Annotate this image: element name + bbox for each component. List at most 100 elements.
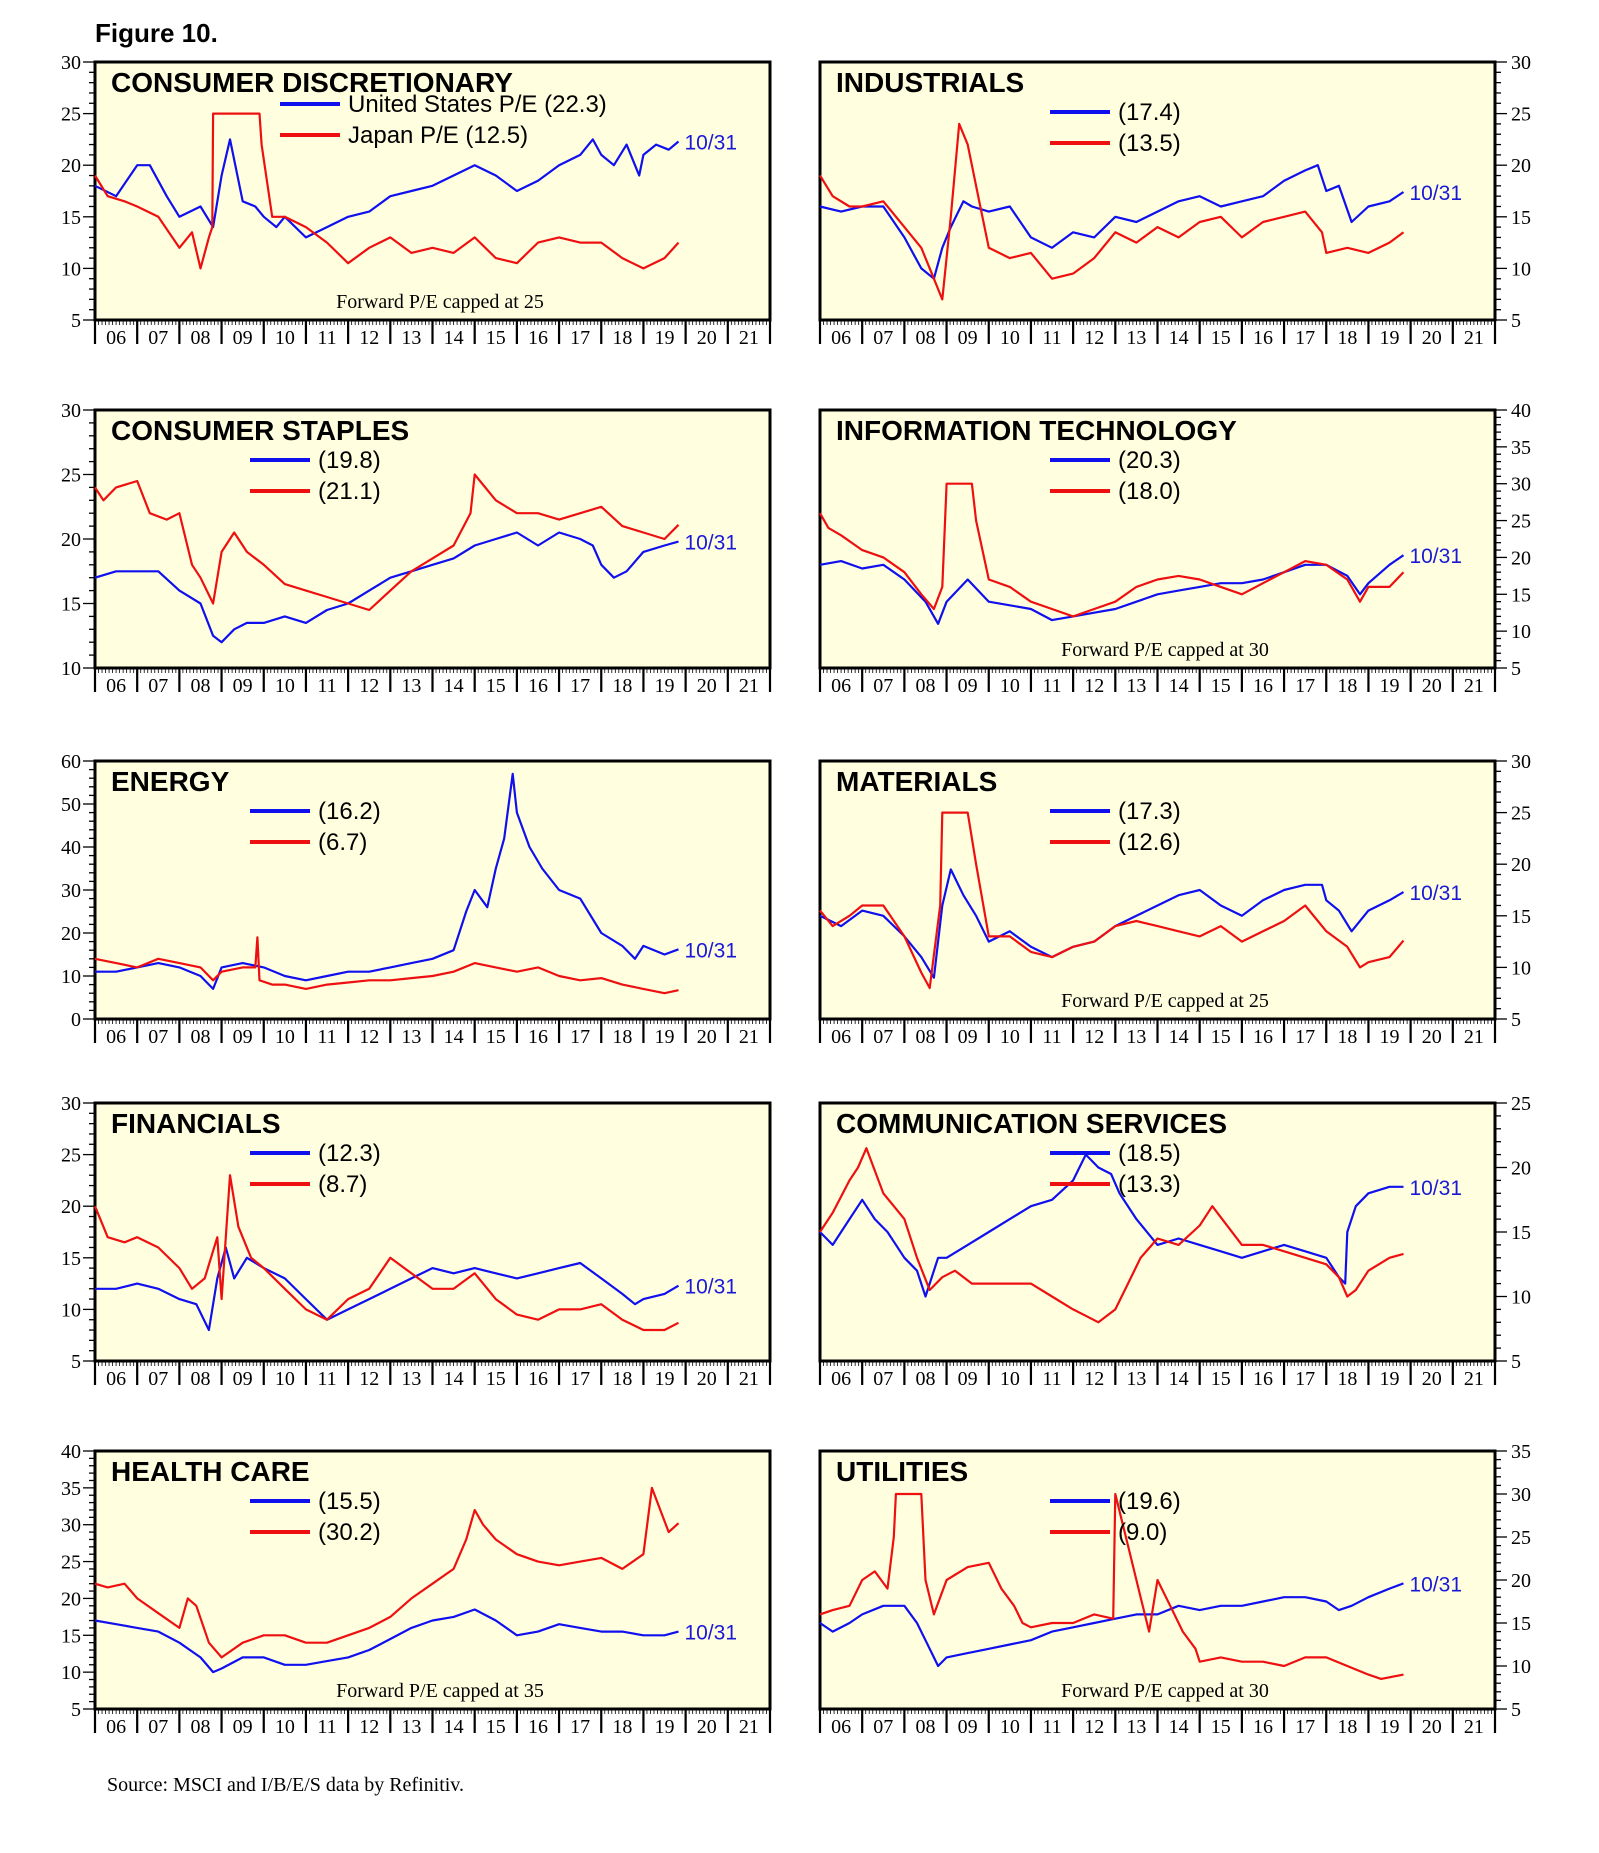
y-tick-label: 25 [1511,511,1531,533]
legend-label: (17.4) [1118,99,1181,126]
x-tick-label: 17 [570,1716,590,1738]
panel-title: HEALTH CARE [111,1456,310,1487]
x-tick-label: 18 [1337,327,1357,349]
x-tick-label: 11 [1042,327,1061,349]
plot-area [93,1449,772,1711]
panel-title: CONSUMER DISCRETIONARY [111,67,513,98]
legend-label: (6.7) [318,829,367,856]
end-date-label: 10/31 [684,532,737,555]
x-tick-label: 12 [1084,1368,1104,1390]
x-tick-label: 20 [1422,675,1442,697]
x-tick-label: 14 [1169,1368,1189,1390]
x-tick-label: 19 [1380,675,1400,697]
x-tick-label: 21 [739,1026,759,1048]
y-tick-label: 25 [61,1145,81,1167]
chart-panel-7: 5 10 15 20 25 06 07 08 09 10 11 12 13 14 15 16 17 18 19 20 2… [818,1093,1531,1390]
y-tick-label: 5 [1511,1699,1521,1721]
x-tick-label: 16 [1253,1368,1273,1390]
x-tick-label: 21 [1464,1716,1484,1738]
x-tick-label: 07 [873,1026,893,1048]
x-tick-label: 08 [190,675,210,697]
x-tick-label: 10 [275,1026,295,1048]
y-tick-label: 25 [1511,104,1531,126]
y-tick-label: 25 [1511,1527,1531,1549]
y-tick-label: 20 [61,923,81,945]
x-tick-label: 14 [1169,1716,1189,1738]
x-tick-label: 21 [1464,1026,1484,1048]
y-tick-label: 30 [1511,52,1531,74]
x-tick-label: 15 [486,327,506,349]
x-tick-label: 06 [106,1716,126,1738]
y-tick-label: 10 [61,658,81,680]
y-tick-label: 50 [61,794,81,816]
x-tick-label: 15 [1211,1716,1231,1738]
legend-label: (8.7) [318,1171,367,1198]
x-tick-label: 16 [1253,1716,1273,1738]
x-tick-label: 17 [1295,675,1315,697]
x-tick-label: 14 [444,1368,464,1390]
y-tick-label: 35 [1511,437,1531,459]
x-tick-label: 11 [317,675,336,697]
series-us-line [819,1582,1404,1668]
x-tick-label: 17 [1295,1026,1315,1048]
series-us-line [95,1246,680,1332]
y-tick-label: 15 [61,1625,81,1647]
x-tick-label: 16 [1253,675,1273,697]
series-us-line [94,531,679,644]
y-tick-label: 25 [61,104,81,126]
series-japan-line [819,482,1405,618]
y-tick-label: 20 [61,1588,81,1610]
series-japan-line [819,1147,1404,1324]
x-tick-label: 07 [873,1368,893,1390]
series-japan-line [93,1174,680,1332]
y-tick-label: 5 [1511,658,1521,680]
source-note: Source: MSCI and I/B/E/S data by Refinit… [107,1774,465,1796]
legend-label: (18.0) [1118,478,1181,505]
x-tick-label: 20 [1422,1026,1442,1048]
x-tick-label: 12 [1084,1716,1104,1738]
x-tick-label: 12 [1084,675,1104,697]
y-tick-label: 10 [1511,258,1531,280]
x-tick-label: 21 [739,327,759,349]
x-tick-label: 08 [915,1368,935,1390]
x-tick-label: 10 [275,675,295,697]
x-tick-label: 13 [401,1716,421,1738]
legend-label: (21.1) [318,478,381,505]
series-japan-line [819,811,1405,990]
series-japan-line [94,473,680,612]
x-tick-label: 09 [233,327,253,349]
x-tick-label: 09 [958,1716,978,1738]
legend-label: (30.2) [318,1519,381,1546]
chart-panel-5: 5 10 15 20 25 30 06 07 08 09 10 11 12 13 14 15 16 17 18 19 2… [818,751,1531,1048]
x-tick-label: 06 [831,327,851,349]
x-tick-label: 07 [148,1026,168,1048]
x-tick-label: 20 [1422,327,1442,349]
x-tick-label: 17 [570,1026,590,1048]
legend-label: (13.5) [1118,130,1181,157]
x-tick-label: 16 [1253,327,1273,349]
plot-area [93,759,772,1021]
x-tick-label: 13 [401,675,421,697]
y-tick-label: 5 [71,1699,81,1721]
y-tick-label: 0 [71,1009,81,1031]
chart-panel-4: 0 10 20 30 40 50 60 06 07 08 09 10 11 12 13 14 15 16 17 18 1… [61,751,772,1048]
y-tick-label: 30 [61,1515,81,1537]
x-tick-label: 13 [401,327,421,349]
x-tick-label: 12 [1084,327,1104,349]
y-tick-label: 5 [71,1351,81,1373]
chart-panel-6: 5 10 15 20 25 30 06 07 08 09 10 11 12 13 14 15 16 17 18 19 2… [61,1093,772,1390]
legend-label: (12.3) [318,1140,381,1167]
x-tick-label: 11 [1042,1368,1061,1390]
panel-title: CONSUMER STAPLES [111,415,409,446]
x-tick-label: 21 [1464,1368,1484,1390]
y-tick-label: 15 [1511,906,1531,928]
x-tick-label: 15 [486,1716,506,1738]
legend-label: (15.5) [318,1488,381,1515]
x-tick-label: 20 [697,327,717,349]
y-tick-label: 10 [61,966,81,988]
x-tick-label: 19 [655,1368,675,1390]
x-tick-label: 13 [1126,327,1146,349]
x-tick-label: 19 [1380,1026,1400,1048]
y-tick-label: 10 [1511,1287,1531,1309]
x-tick-label: 12 [359,1368,379,1390]
